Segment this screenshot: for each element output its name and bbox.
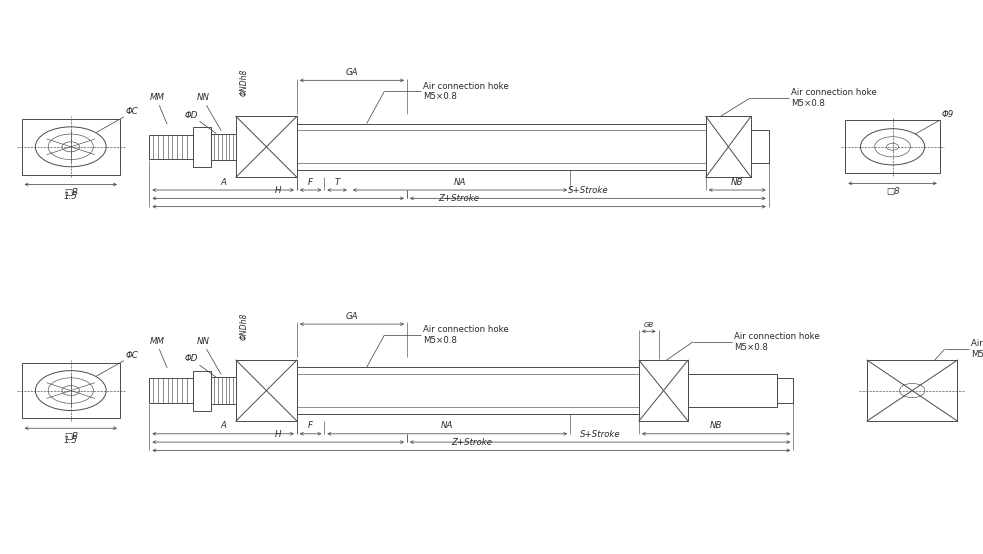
Text: Φ9: Φ9 xyxy=(942,110,954,119)
Text: ΦD: ΦD xyxy=(184,355,198,363)
Text: GA: GA xyxy=(346,68,358,77)
Text: MM: MM xyxy=(149,94,165,102)
Text: NB: NB xyxy=(710,422,723,430)
Text: ΦD: ΦD xyxy=(184,111,198,120)
Text: F: F xyxy=(308,422,314,430)
Bar xyxy=(706,116,751,177)
Text: A: A xyxy=(220,178,226,187)
Bar xyxy=(297,124,706,170)
Text: NA: NA xyxy=(454,178,466,187)
Text: Air connection hoke
M5×0.8: Air connection hoke M5×0.8 xyxy=(423,325,508,345)
Bar xyxy=(236,360,297,421)
Bar xyxy=(845,120,940,173)
Bar xyxy=(149,378,193,403)
Text: NN: NN xyxy=(197,94,210,102)
Bar xyxy=(236,116,297,177)
Text: MM: MM xyxy=(149,337,165,346)
Text: NB: NB xyxy=(731,178,743,187)
Bar xyxy=(751,130,769,163)
Text: ΦNDh8: ΦNDh8 xyxy=(239,69,249,96)
Text: F: F xyxy=(308,178,314,187)
Bar xyxy=(22,363,120,418)
Bar xyxy=(211,134,236,160)
Text: NN: NN xyxy=(197,337,210,346)
Bar xyxy=(688,374,777,407)
Text: NA: NA xyxy=(441,422,453,430)
Bar xyxy=(149,135,193,159)
Text: 1.5: 1.5 xyxy=(64,436,78,445)
Bar xyxy=(22,119,120,175)
Text: H: H xyxy=(275,186,281,195)
Text: ΦNDh8: ΦNDh8 xyxy=(239,312,249,340)
Text: □8: □8 xyxy=(886,187,899,196)
Text: Z+Stroke: Z+Stroke xyxy=(451,438,492,447)
Text: ΦC: ΦC xyxy=(126,351,139,360)
Text: GB: GB xyxy=(644,322,654,328)
Text: S+Stroke: S+Stroke xyxy=(580,430,620,439)
Bar xyxy=(777,378,793,403)
Text: Air connection hoke
M5×0.8: Air connection hoke M5×0.8 xyxy=(423,81,508,101)
Text: Air connection hoke
M5×0.8: Air connection hoke M5×0.8 xyxy=(971,339,983,359)
Text: S+Stroke: S+Stroke xyxy=(567,186,608,195)
Text: A: A xyxy=(220,422,226,430)
Bar xyxy=(193,371,211,411)
Text: T: T xyxy=(334,178,340,187)
Text: □B: □B xyxy=(64,188,78,197)
Bar xyxy=(867,360,957,421)
Text: ΦC: ΦC xyxy=(126,107,139,116)
Text: H: H xyxy=(275,430,281,439)
Text: 1.5: 1.5 xyxy=(64,192,78,201)
Bar xyxy=(193,127,211,167)
Bar xyxy=(639,360,688,421)
Bar xyxy=(297,367,639,414)
Text: □B: □B xyxy=(64,432,78,440)
Text: Z+Stroke: Z+Stroke xyxy=(438,194,480,203)
Bar xyxy=(211,377,236,404)
Text: Air connection hoke
M5×0.8: Air connection hoke M5×0.8 xyxy=(791,88,877,108)
Text: Air connection hoke
M5×0.8: Air connection hoke M5×0.8 xyxy=(734,332,820,352)
Text: GA: GA xyxy=(346,312,358,321)
